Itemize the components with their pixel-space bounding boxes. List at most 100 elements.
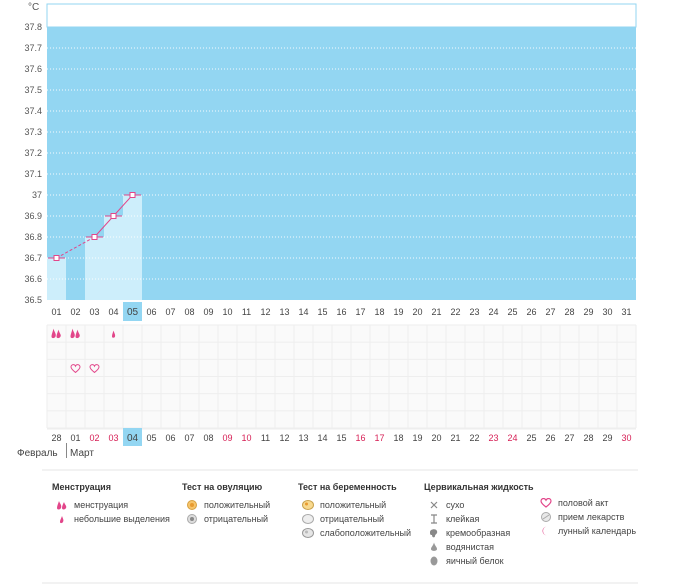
plot-area: [47, 27, 636, 300]
temperature-point: [110, 213, 117, 219]
ovulation-negative-icon: [186, 514, 198, 524]
today-highlight: [123, 428, 142, 446]
cycle-day-label: 28: [564, 307, 574, 317]
legend-label: положительный: [320, 500, 387, 510]
heart-icon: [89, 364, 100, 374]
cycle-day-label: 11: [242, 307, 251, 317]
cycle-day-label: 09: [203, 307, 213, 317]
calendar-date-label: 06: [165, 433, 175, 443]
legend-label: клейкая: [446, 514, 480, 524]
y-tick-label: 37.4: [24, 106, 42, 116]
plot-top-margin: [46, 3, 637, 28]
cycle-day-label: 15: [317, 307, 327, 317]
cycle-day-label: 10: [222, 307, 232, 317]
legend-label: водянистая: [446, 542, 495, 552]
heart-icon: [540, 497, 552, 508]
calendar-date-label: 17: [374, 433, 384, 443]
cycle-day-label: 18: [374, 307, 384, 317]
calendar-date-label: 19: [412, 433, 422, 443]
cycle-day-label: 29: [583, 307, 593, 317]
cycle-day-label: 04: [108, 307, 118, 317]
legend-item: прием лекарств: [536, 510, 636, 524]
cycle-day-label: 24: [488, 307, 498, 317]
pregnancy-positive-icon: [302, 500, 314, 510]
temperature-point: [91, 234, 98, 240]
legend-label: лунный календарь: [558, 526, 637, 536]
legend-item: яичный белок: [424, 554, 534, 568]
legend-label: слабоположительный: [320, 528, 412, 538]
cycle-day-label: 16: [336, 307, 346, 317]
cycle-day-label: 06: [146, 307, 156, 317]
temperature-line-segment: [56, 236, 95, 259]
legend-item: положительный: [298, 498, 411, 512]
legend-item: водянистая: [424, 540, 534, 554]
calendar-date-label: 09: [222, 433, 232, 443]
legend-title: Менструация: [52, 482, 111, 492]
y-tick-label: 36.8: [24, 232, 42, 242]
legend-item: клейкая: [424, 512, 534, 526]
calendar-date-label: 01: [70, 433, 80, 443]
month-label: Февраль: [17, 448, 58, 459]
y-tick-label: 37.1: [24, 169, 42, 179]
cycle-day-label: 07: [165, 307, 175, 317]
calendar-date-label: 28: [583, 433, 593, 443]
calendar-date-label: 04: [127, 433, 139, 444]
calendar-date-label: 10: [241, 433, 251, 443]
calendar-date-label: 13: [298, 433, 308, 443]
legend-item: отрицательный: [182, 512, 270, 526]
drop-double-icon: [56, 500, 68, 510]
menstruation-icon: [51, 328, 61, 339]
cycle-day-label: 17: [355, 307, 365, 317]
y-tick-label: 37.2: [24, 148, 42, 158]
calendar-date-label: 25: [526, 433, 536, 443]
cycle-day-label: 21: [431, 307, 441, 317]
temperature-point: [129, 192, 136, 198]
calendar-date-label: 11: [261, 433, 270, 443]
cycle-day-label: 02: [70, 307, 80, 317]
calendar-date-label: 15: [336, 433, 346, 443]
y-tick-label: 36.9: [24, 211, 42, 221]
calendar-date-label: 08: [203, 433, 213, 443]
calendar-date-label: 27: [564, 433, 574, 443]
cycle-day-label: 22: [450, 307, 460, 317]
moon-icon: [540, 526, 552, 536]
legend-label: яичный белок: [446, 556, 504, 566]
cycle-day-label: 23: [469, 307, 479, 317]
calendar-date-label: 18: [393, 433, 403, 443]
y-tick-label: 37.8: [24, 22, 42, 32]
calendar-date-label: 30: [621, 433, 631, 443]
cycle-day-label: 08: [184, 307, 194, 317]
temperature-line-segment: [94, 215, 114, 238]
legend-title: Тест на беременность: [298, 482, 397, 492]
legend-item: половой акт: [536, 496, 636, 510]
legend-label: прием лекарств: [558, 512, 625, 522]
ovulation-positive-icon: [186, 500, 198, 510]
egg-white-icon: [428, 556, 440, 566]
y-tick-label: 37.7: [24, 43, 42, 53]
creamy-icon: [428, 528, 440, 538]
current-day-highlight: [123, 302, 142, 321]
y-tick-label: 36.6: [24, 274, 42, 284]
legend-label: менструация: [74, 500, 129, 510]
legend-label: кремообразная: [446, 528, 511, 538]
cycle-day-label: 01: [51, 307, 61, 317]
y-tick-label: 37.5: [24, 85, 42, 95]
cycle-day-label: 13: [279, 307, 289, 317]
calendar-date-label: 29: [602, 433, 612, 443]
menstruation-icon: [70, 328, 80, 339]
cycle-day-label: 26: [526, 307, 536, 317]
pregnancy-weak-icon: [302, 528, 314, 538]
legend-pregnancy: Тест на беременность положительный отриц…: [298, 482, 411, 540]
calendar-date-label: 03: [108, 433, 118, 443]
heart-icon: [70, 364, 81, 374]
dry-icon: [428, 500, 440, 510]
calendar-date-label: 07: [184, 433, 194, 443]
cycle-day-label: 03: [89, 307, 99, 317]
cycle-day-label: 12: [260, 307, 270, 317]
calendar-date-label: 02: [89, 433, 99, 443]
pregnancy-negative-icon: [302, 514, 314, 524]
cycle-day-label: 27: [545, 307, 555, 317]
legend-item: отрицательный: [298, 512, 411, 526]
sticky-icon: [428, 514, 440, 524]
